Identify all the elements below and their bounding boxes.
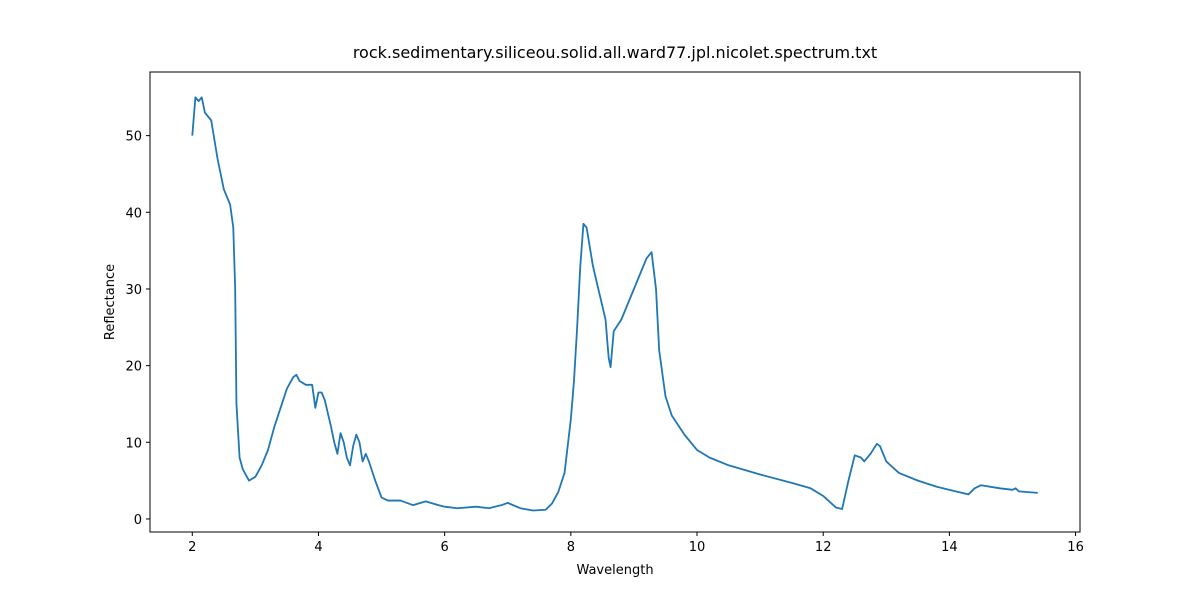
chart-title: rock.sedimentary.siliceou.solid.all.ward… [353,43,877,62]
x-tick-label: 16 [1067,540,1084,555]
y-axis-label: Reflectance [103,264,118,340]
x-tick-label: 6 [441,540,449,555]
x-axis-label: Wavelength [576,563,653,578]
y-tick-label: 30 [125,283,142,298]
plot-frame [149,71,1081,533]
y-tick-label: 10 [125,436,142,451]
x-tick-label: 14 [941,540,958,555]
x-tick-label: 4 [314,540,322,555]
line-series [191,96,1038,512]
x-tick-label: 8 [567,540,575,555]
x-tick-label: 12 [815,540,832,555]
y-tick-label: 40 [125,206,142,221]
y-tick-label: 0 [134,513,142,528]
x-tick-label: 10 [689,540,706,555]
x-tick-label: 2 [188,540,196,555]
y-tick-label: 20 [125,360,142,375]
y-tick-label: 50 [125,130,142,145]
